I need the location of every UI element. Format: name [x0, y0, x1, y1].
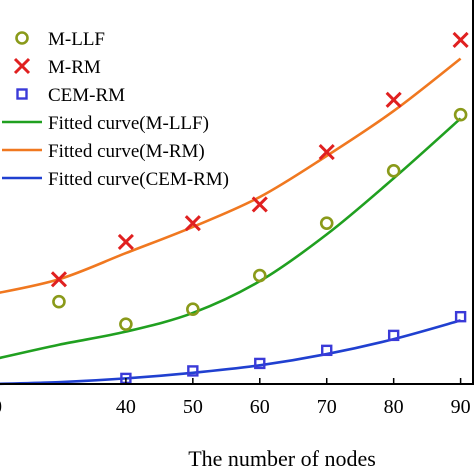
- x-tick-label: 70: [317, 396, 337, 418]
- point-m-llf: [186, 302, 200, 317]
- legend-marker-cem-rm: [16, 88, 28, 100]
- point-cem-rm: [187, 365, 199, 377]
- point-m-llf: [52, 294, 66, 309]
- series-line-fitted-curve-cem-rm: [0, 319, 461, 386]
- series-line-fitted-curve-m-llf: [0, 117, 462, 360]
- point-m-rm: [251, 196, 268, 213]
- x-tick-label: 50: [183, 396, 203, 418]
- point-m-rm: [184, 215, 201, 232]
- point-m-llf: [319, 216, 334, 230]
- point-m-llf: [119, 317, 133, 331]
- legend-label-fitted-curve-m-llf: Fitted curve(M-LLF): [48, 113, 209, 134]
- legend-label-m-llf: M-LLF: [48, 29, 105, 50]
- point-cem-rm: [254, 357, 266, 370]
- point-cem-rm: [387, 329, 400, 342]
- legend-label-m-rm: M-RM: [48, 57, 101, 78]
- x-tick-label: 80: [384, 396, 404, 418]
- legend-label-fitted-curve-cem-rm: Fitted curve(CEM-RM): [48, 169, 229, 190]
- point-m-rm: [117, 233, 134, 250]
- point-m-rm: [452, 31, 469, 48]
- data-markers: [50, 31, 469, 385]
- legend-label-fitted-curve-m-rm: Fitted curve(M-RM): [48, 141, 205, 162]
- legend-marker-m-rm: [13, 57, 31, 75]
- x-axis-label: The number of nodes: [188, 446, 376, 471]
- legend: M-LLF M-RM CEM-RM Fitted curve(M-LLF) Fitted…: [2, 29, 229, 190]
- point-m-rm: [385, 91, 402, 108]
- series-line-fitted-curve-m-rm: [0, 57, 462, 294]
- axes: 20 40 50 60 70 80 90: [0, 0, 474, 418]
- point-m-llf: [386, 164, 401, 178]
- legend-marker-m-llf: [15, 31, 29, 45]
- point-cem-rm: [321, 344, 333, 357]
- point-m-rm: [318, 144, 335, 161]
- point-cem-rm: [454, 310, 467, 323]
- point-m-llf: [252, 268, 267, 283]
- x-tick-label: 90: [451, 396, 471, 418]
- x-tick-label: 20: [0, 396, 2, 418]
- x-tick-label: 60: [250, 396, 270, 418]
- point-m-llf: [453, 107, 468, 122]
- x-tick-label: 40: [116, 396, 136, 418]
- point-m-rm: [50, 271, 68, 288]
- fitted-curves: [0, 57, 462, 386]
- legend-label-cem-rm: CEM-RM: [48, 85, 125, 106]
